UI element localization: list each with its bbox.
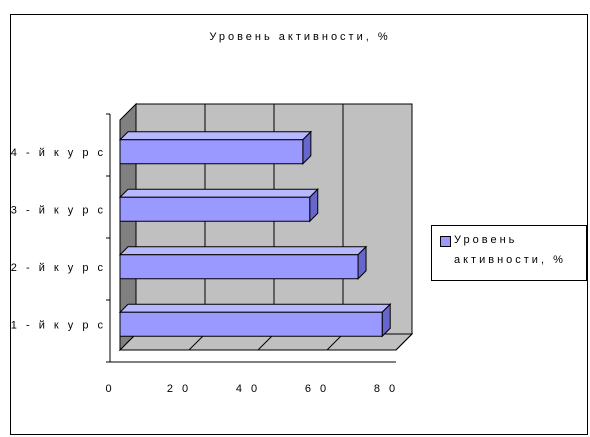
x-tick-label: 4 0 (236, 383, 260, 395)
legend-swatch (440, 236, 451, 247)
bar-top (118, 303, 392, 313)
bar (118, 130, 313, 165)
chart-bars (118, 130, 392, 338)
x-tick-label: 6 0 (305, 383, 329, 395)
bar (118, 245, 368, 280)
bar-front (119, 254, 359, 280)
chart-legend: Уровень активности, % (431, 225, 587, 281)
x-tick-label: 2 0 (167, 383, 191, 395)
x-tick-label: 0 (105, 383, 114, 395)
bar-top (118, 131, 313, 141)
bar-front (119, 196, 311, 222)
bar (118, 303, 392, 338)
bar-front (119, 139, 304, 165)
chart-axes (106, 113, 396, 363)
category-label: 1 - й к у р с (11, 319, 106, 331)
bar-top (118, 188, 319, 198)
category-label: 3 - й к у р с (11, 204, 106, 216)
chart-title: Уровень активности, % (209, 31, 390, 43)
category-label: 4 - й к у р с (11, 147, 106, 159)
bar-top (118, 246, 368, 256)
floor-gridline (395, 333, 413, 351)
bar-front (119, 311, 383, 337)
legend-label: Уровень активности, % (454, 234, 566, 266)
x-tick-label: 8 0 (374, 383, 398, 395)
bar (118, 188, 319, 223)
chart-tick-labels: 1 - й к у р с 2 - й к у р с 3 - й к у р с 4… (11, 147, 398, 395)
category-label: 2 - й к у р с (11, 262, 106, 274)
